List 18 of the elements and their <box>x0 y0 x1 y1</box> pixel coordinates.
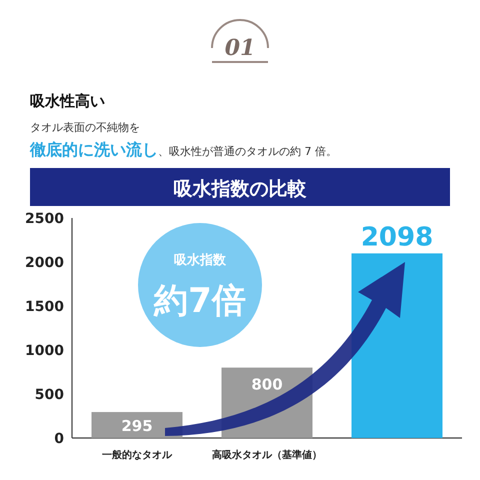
x-tick-label: 一般的なタオル <box>102 449 173 461</box>
text: 吸水性高い <box>30 92 105 110</box>
y-tick-label: 1500 <box>25 299 64 315</box>
x-tick-label: 高吸水タオル（基準値） <box>212 449 322 461</box>
text: 徹底的に洗い流し、吸水性が普通のタオルの約 7 倍。 <box>29 140 337 159</box>
annotation: 約7倍 <box>153 281 246 321</box>
data-label: 2098 <box>360 222 434 252</box>
text: タオル表面の不純物を <box>30 121 140 134</box>
y-tick-label: 1000 <box>25 343 64 359</box>
y-tick-label: 2000 <box>25 255 64 271</box>
y-tick-label: 0 <box>54 431 64 447</box>
data-label: 800 <box>251 376 283 394</box>
text: 01 <box>224 35 256 61</box>
chart-title: 吸水指数の比較 <box>174 178 308 200</box>
y-tick-label: 500 <box>34 387 64 403</box>
y-tick-label: 2500 <box>25 211 64 227</box>
annotation: 吸水指数 <box>174 253 227 268</box>
data-label: 295 <box>121 417 153 436</box>
